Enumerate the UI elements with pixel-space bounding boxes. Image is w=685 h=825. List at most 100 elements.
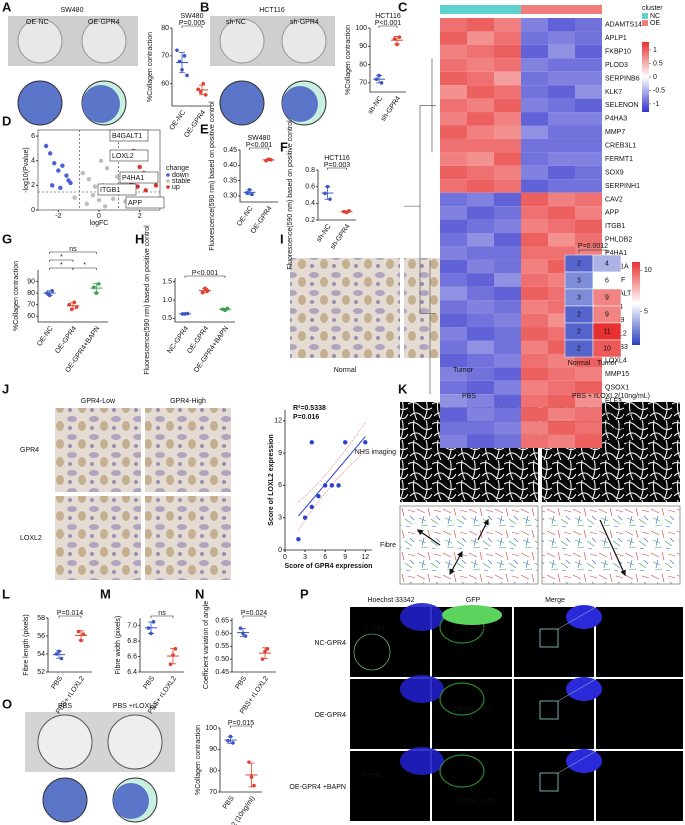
data-point xyxy=(96,197,102,203)
cluster-bar xyxy=(494,5,521,14)
y-axis-label: Coefficient variation of angle xyxy=(203,601,210,689)
heat-cell xyxy=(575,71,602,86)
data-point xyxy=(241,631,245,636)
x-tick-label: 0 xyxy=(97,213,101,220)
y-tick-label: 80 xyxy=(359,61,367,68)
data-point xyxy=(151,620,156,624)
data-point xyxy=(316,493,321,499)
axis xyxy=(174,278,235,323)
y-axis-label: Fibre width (pixels) xyxy=(115,616,122,675)
gene-label: PLOD3 xyxy=(605,62,628,69)
heat-cell xyxy=(467,421,494,435)
dish-label: OE-NC xyxy=(26,19,49,26)
data-point xyxy=(328,197,332,201)
y-axis-label: Fluorescence(590 nm) based on positive c… xyxy=(287,120,294,270)
heat-cell xyxy=(521,327,548,341)
x-tick-label: -2 xyxy=(55,213,61,220)
panel-letter: C xyxy=(398,0,408,14)
zoom-line xyxy=(557,606,597,630)
gene-box xyxy=(119,171,159,184)
heat-cell xyxy=(521,179,548,193)
heat-cell xyxy=(521,138,548,153)
data-point xyxy=(50,289,54,293)
significance-bracket xyxy=(327,167,347,170)
y-tick-label: 60 xyxy=(27,313,35,320)
heat-cell xyxy=(575,421,602,435)
heat-cell xyxy=(575,434,602,448)
column-label: Normal xyxy=(568,360,591,367)
gfp-signal xyxy=(439,754,485,788)
heat-cell xyxy=(521,233,548,247)
data-point xyxy=(374,77,379,81)
nuclei-signal xyxy=(566,605,602,629)
heat-cell xyxy=(521,394,548,408)
data-point xyxy=(104,165,110,171)
y-tick-label: 7.0 xyxy=(127,623,137,630)
y-tick-label: 6 xyxy=(31,133,35,140)
heat-cell xyxy=(440,273,467,287)
panel-letter: K xyxy=(398,381,408,396)
data-point xyxy=(392,37,397,41)
x-tick-label: 9 xyxy=(343,554,347,561)
y-tick-label: 54 xyxy=(37,651,45,658)
heat-cell xyxy=(467,394,494,408)
dish xyxy=(107,714,163,770)
dish-label: OE-GPR4 xyxy=(88,19,120,26)
data-point xyxy=(137,164,142,170)
x-tick-label: PBS xyxy=(50,675,64,691)
column-label: PBS + rLOXL2(10ng/mL) xyxy=(572,393,650,400)
data-point xyxy=(97,282,101,286)
heat-cell xyxy=(440,112,467,126)
legend-swatch xyxy=(166,185,170,189)
data-point xyxy=(397,35,402,39)
heat-cell xyxy=(467,367,494,381)
data-point xyxy=(56,168,61,173)
scale-label: 1 xyxy=(653,47,657,54)
heat-cell xyxy=(494,233,521,247)
data-point xyxy=(185,311,190,316)
scale-label: 0 xyxy=(653,74,657,81)
gene-box xyxy=(125,196,165,209)
data-point xyxy=(343,440,348,445)
gfp-signal xyxy=(439,682,485,716)
heat-cell xyxy=(575,192,602,207)
heat-cell xyxy=(494,58,521,72)
dish-label: sh-GPR4 xyxy=(290,19,319,26)
heat-cell xyxy=(467,165,494,180)
dish xyxy=(81,18,127,64)
data-point xyxy=(260,657,265,661)
fluorescence-image xyxy=(596,607,683,677)
heat-cell xyxy=(440,340,467,354)
data-point xyxy=(296,537,301,542)
heat-cell xyxy=(440,233,467,247)
heat-cell xyxy=(521,434,548,448)
data-point xyxy=(201,81,206,86)
cell-value: 10 xyxy=(603,345,611,352)
heat-cell xyxy=(440,246,467,260)
gene-label: APP xyxy=(128,200,142,207)
heat-cell xyxy=(575,367,602,381)
y-tick-label: 100 xyxy=(205,725,217,732)
data-point xyxy=(263,649,267,654)
data-point xyxy=(231,741,235,745)
heat-cell xyxy=(467,71,494,86)
data-point xyxy=(115,174,120,179)
gene-label: SELENON xyxy=(605,102,638,109)
heat-cell xyxy=(467,179,494,193)
significance-bracket xyxy=(181,25,203,28)
ihc-image xyxy=(145,496,231,580)
data-point xyxy=(247,760,251,764)
scale-label: -1 xyxy=(653,101,659,108)
data-point xyxy=(168,662,173,667)
axis xyxy=(231,618,276,673)
heat-cell xyxy=(575,394,602,408)
panel-letter: D xyxy=(2,113,11,128)
axis xyxy=(239,150,278,203)
cell-value: 2 xyxy=(577,260,581,267)
heat-cell xyxy=(440,286,467,301)
y-tick-label: 0.5 xyxy=(162,315,172,322)
heat-cell xyxy=(467,434,494,448)
data-point xyxy=(252,783,256,788)
gel-schematic xyxy=(17,80,63,126)
data-point xyxy=(336,483,341,488)
